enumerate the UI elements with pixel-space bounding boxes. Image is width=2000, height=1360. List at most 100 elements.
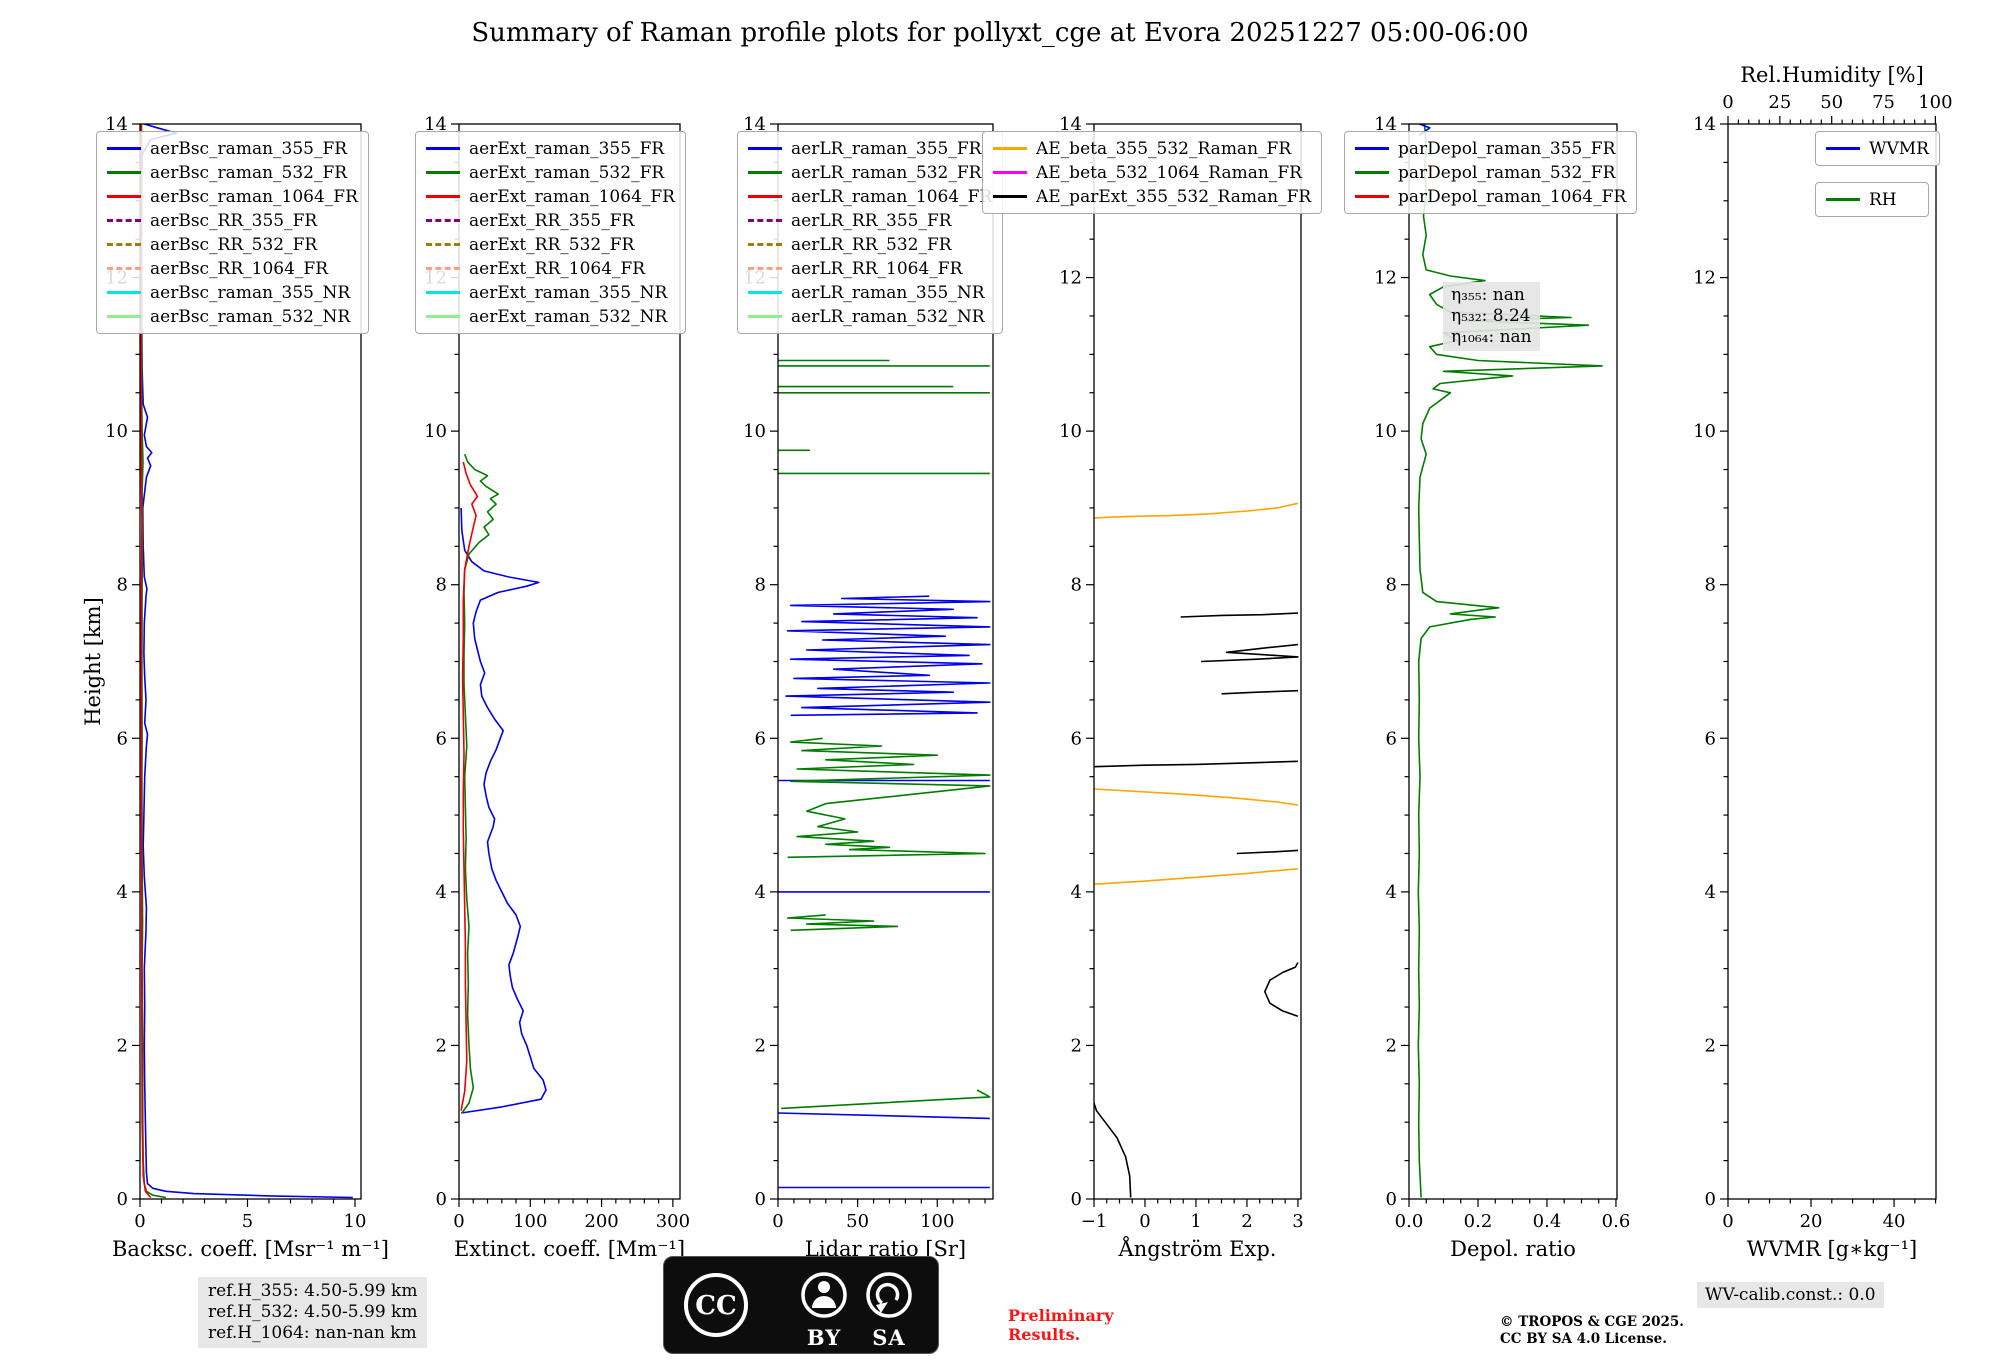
svg-text:50: 50 xyxy=(1820,92,1843,113)
svg-text:0: 0 xyxy=(755,1189,766,1210)
svg-text:CC: CC xyxy=(695,1291,736,1321)
depol-eta-annotation: η₃₅₅: nan η₅₃₂: 8.24 η₁₀₆₄: nan xyxy=(1443,282,1540,351)
x-axis-label: Depol. ratio xyxy=(1450,1237,1576,1261)
panel-wvmr: 0 2 4 6 8 10 12 14 0 20 40 0 25 50 75 100 Rel.Humidity [… xyxy=(1693,63,1952,1261)
refh-532: ref.H_532: 4.50-5.99 km xyxy=(208,1302,418,1322)
cc-badge-graphic: CC BY SA xyxy=(684,1272,912,1350)
eta-1064-value: η₁₀₆₄: nan xyxy=(1451,327,1532,347)
svg-text:12: 12 xyxy=(105,268,128,289)
svg-text:14: 14 xyxy=(1374,114,1397,135)
svg-text:5: 5 xyxy=(242,1211,253,1232)
cc-by-sa-badge: CC BY SA xyxy=(663,1256,939,1354)
svg-text:0.6: 0.6 xyxy=(1602,1211,1631,1232)
svg-text:100: 100 xyxy=(513,1211,547,1232)
axis-ticks xyxy=(1401,123,1617,1207)
svg-text:4: 4 xyxy=(755,882,766,903)
axis-tick-labels: 0 2 4 6 8 10 12 14 0 20 40 0 25 50 75 100 xyxy=(1693,92,1952,1232)
svg-text:50: 50 xyxy=(846,1211,869,1232)
svg-text:1: 1 xyxy=(1190,1211,1201,1232)
svg-text:2: 2 xyxy=(436,1035,447,1056)
svg-text:6: 6 xyxy=(1705,728,1716,749)
svg-text:8: 8 xyxy=(1705,575,1716,596)
svg-text:200: 200 xyxy=(584,1211,618,1232)
svg-text:14: 14 xyxy=(1693,114,1716,135)
preliminary-note: Preliminary Results. xyxy=(1008,1306,1114,1344)
svg-text:14: 14 xyxy=(743,114,766,135)
svg-text:0: 0 xyxy=(772,1211,783,1232)
svg-text:2: 2 xyxy=(1705,1035,1716,1056)
svg-text:4: 4 xyxy=(436,882,447,903)
svg-text:2: 2 xyxy=(1071,1035,1082,1056)
svg-text:8: 8 xyxy=(1071,575,1082,596)
copyright-line-1: © TROPOS & CGE 2025. xyxy=(1500,1314,1685,1330)
svg-text:8: 8 xyxy=(1386,575,1397,596)
svg-text:6: 6 xyxy=(117,728,128,749)
svg-text:8: 8 xyxy=(117,575,128,596)
series-AE_parExt_355_532_Raman_FR xyxy=(1094,612,1299,1198)
svg-text:2: 2 xyxy=(755,1035,766,1056)
svg-text:0: 0 xyxy=(1722,92,1733,113)
svg-text:0.0: 0.0 xyxy=(1395,1211,1424,1232)
panel-extinction: 0 2 4 6 8 10 12 14 0 100 200 300 Extinct. coeff. [Mm… xyxy=(424,114,690,1261)
figure-title: Summary of Raman profile plots for polly… xyxy=(471,18,1529,48)
axis-tick-labels: 0 2 4 6 8 10 12 14 0.0 0.2 0.4 0.6 xyxy=(1374,114,1630,1232)
svg-text:14: 14 xyxy=(1059,114,1082,135)
axes-frame xyxy=(1093,123,1302,1200)
svg-text:3: 3 xyxy=(1292,1211,1303,1232)
svg-text:10: 10 xyxy=(1693,421,1716,442)
svg-text:12: 12 xyxy=(424,268,447,289)
eta-532-value: η₅₃₂: 8.24 xyxy=(1451,306,1531,326)
svg-text:10: 10 xyxy=(743,421,766,442)
svg-text:0: 0 xyxy=(453,1211,464,1232)
x-axis-label: Backsc. coeff. [Msr⁻¹ m⁻¹] xyxy=(112,1237,389,1261)
svg-text:100: 100 xyxy=(1918,92,1952,113)
copyright-note: © TROPOS & CGE 2025. CC BY SA 4.0 Licens… xyxy=(1500,1314,1684,1348)
axis-ticks xyxy=(132,123,356,1207)
series-aerExt_raman_1064_FR xyxy=(460,461,479,1111)
axes-frame xyxy=(139,123,362,1200)
preliminary-line-2: Results. xyxy=(1008,1325,1081,1344)
preliminary-line-1: Preliminary xyxy=(1008,1306,1114,1325)
svg-text:4: 4 xyxy=(1071,882,1082,903)
svg-text:12: 12 xyxy=(743,268,766,289)
svg-text:8: 8 xyxy=(436,575,447,596)
axis-ticks xyxy=(451,123,674,1207)
axes-frame xyxy=(458,123,681,1200)
x-axis-label: WVMR [g∗kg⁻¹] xyxy=(1747,1237,1918,1261)
svg-text:10: 10 xyxy=(424,421,447,442)
refh-355: ref.H_355: 4.50-5.99 km xyxy=(208,1281,418,1301)
svg-text:2: 2 xyxy=(1241,1211,1252,1232)
svg-text:6: 6 xyxy=(1071,728,1082,749)
eta-355-value: η₃₅₅: nan xyxy=(1451,285,1525,305)
svg-text:12: 12 xyxy=(1693,268,1716,289)
svg-text:0.2: 0.2 xyxy=(1464,1211,1493,1232)
svg-text:6: 6 xyxy=(755,728,766,749)
svg-text:10: 10 xyxy=(1059,421,1082,442)
svg-text:25: 25 xyxy=(1768,92,1791,113)
svg-text:4: 4 xyxy=(1386,882,1397,903)
svg-text:40: 40 xyxy=(1883,1211,1906,1232)
svg-text:10: 10 xyxy=(1374,421,1397,442)
series-aerExt_raman_355_FR xyxy=(460,507,547,1114)
svg-text:0: 0 xyxy=(1139,1211,1150,1232)
svg-text:0: 0 xyxy=(117,1189,128,1210)
cc-sa-label: SA xyxy=(872,1325,905,1350)
svg-text:0: 0 xyxy=(134,1211,145,1232)
svg-text:0: 0 xyxy=(436,1189,447,1210)
panel-backscatter: 0 2 4 6 8 10 12 14 0 5 10 Backsc. coeff. [Msr⁻¹ m⁻¹… xyxy=(81,114,389,1261)
svg-text:10: 10 xyxy=(105,421,128,442)
series-aerBsc_raman_355_FR xyxy=(140,124,353,1199)
cc-logo-icon: CC xyxy=(684,1273,748,1337)
axes-frame xyxy=(1727,123,1937,1200)
svg-text:2: 2 xyxy=(117,1035,128,1056)
refh-1064: ref.H_1064: nan-nan km xyxy=(208,1323,417,1343)
axis-tick-labels: 0 2 4 6 8 10 12 14 0 50 100 xyxy=(743,114,954,1232)
svg-text:0: 0 xyxy=(1722,1211,1733,1232)
svg-text:0.4: 0.4 xyxy=(1533,1211,1562,1232)
svg-text:6: 6 xyxy=(1386,728,1397,749)
svg-text:8: 8 xyxy=(755,575,766,596)
